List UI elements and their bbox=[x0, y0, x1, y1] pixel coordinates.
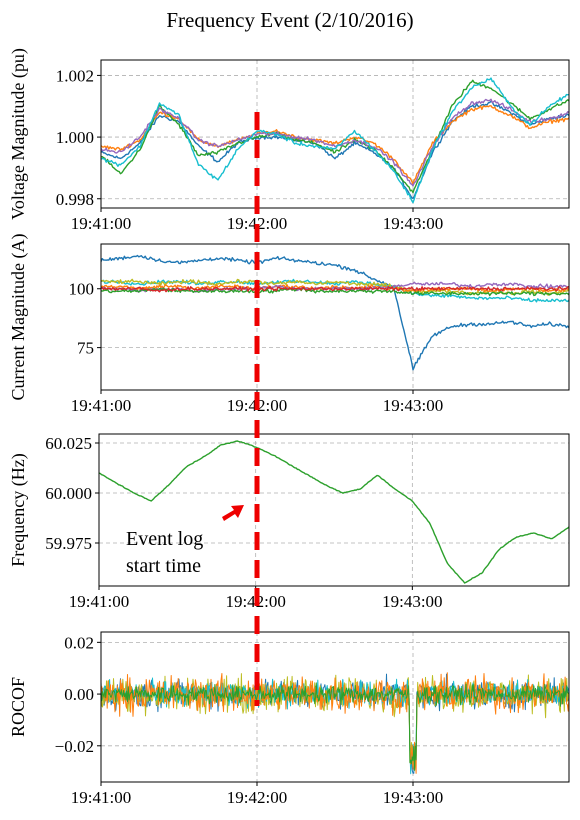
panel-4: −0.02 0.00 0.02 19:41:00 19:42:00 19:43:00 ROC… bbox=[8, 631, 570, 807]
y-tick-label: 60.000 bbox=[45, 484, 92, 503]
y-tick-label: 59.975 bbox=[45, 534, 92, 553]
series-group bbox=[101, 77, 569, 204]
event-log-label-line2: start time bbox=[126, 555, 201, 577]
series-group bbox=[101, 254, 569, 371]
x-tick-label: 19:41:00 bbox=[71, 214, 131, 233]
series-line bbox=[101, 281, 569, 293]
figure-title: Frequency Event (2/10/2016) bbox=[166, 8, 414, 32]
axes-frame bbox=[100, 59, 570, 209]
series-line bbox=[101, 672, 569, 774]
series-line bbox=[101, 285, 569, 293]
panel-1: 0.998 1.000 1.002 19:41:00 19:42:00 19:43:00 V… bbox=[8, 48, 570, 233]
series-line bbox=[101, 682, 569, 771]
y-axis-label: Frequency (Hz) bbox=[8, 453, 29, 566]
y-tick-label: 0.998 bbox=[56, 190, 94, 209]
y-axis-label: ROCOF bbox=[8, 677, 28, 737]
x-tick-label: 19:41:00 bbox=[71, 788, 131, 807]
axes-frame bbox=[100, 631, 570, 783]
y-tick-label: 75 bbox=[77, 339, 94, 358]
series-line bbox=[101, 79, 569, 194]
x-tick-label: 19:41:00 bbox=[69, 592, 129, 611]
x-tick-label: 19:43:00 bbox=[383, 214, 443, 233]
axes-frame bbox=[98, 433, 570, 587]
y-tick-label: 0.00 bbox=[64, 685, 94, 704]
series-line bbox=[101, 77, 569, 204]
y-tick-label: 100 bbox=[69, 280, 95, 299]
series-group bbox=[99, 440, 569, 584]
x-tick-label: 19:42:00 bbox=[227, 214, 287, 233]
y-tick-label: −0.02 bbox=[55, 737, 94, 756]
series-line bbox=[99, 440, 569, 584]
series-group bbox=[101, 672, 569, 775]
series-line bbox=[101, 98, 569, 187]
y-axis-label: Voltage Magnitude (pu) bbox=[8, 48, 29, 220]
x-tick-label: 19:43:00 bbox=[383, 788, 443, 807]
panel-3: 59.97560.00060.02519:41:0019:42:0019:43:… bbox=[8, 433, 570, 611]
x-tick-label: 19:43:00 bbox=[382, 592, 442, 611]
x-tick-label: 19:41:00 bbox=[71, 396, 131, 415]
y-tick-label: 60.025 bbox=[45, 434, 92, 453]
x-tick-label: 19:42:00 bbox=[227, 788, 287, 807]
x-tick-label: 19:43:00 bbox=[383, 396, 443, 415]
y-tick-label: 0.02 bbox=[64, 633, 94, 652]
series-line bbox=[101, 100, 569, 199]
series-line bbox=[101, 254, 569, 371]
y-tick-label: 1.000 bbox=[56, 128, 94, 147]
event-log-label-line1: Event log bbox=[126, 528, 203, 550]
event-arrow bbox=[222, 505, 244, 521]
axes-frame bbox=[100, 243, 570, 391]
y-axis-label: Current Magnitude (A) bbox=[8, 234, 29, 401]
y-tick-label: 1.002 bbox=[56, 66, 94, 85]
